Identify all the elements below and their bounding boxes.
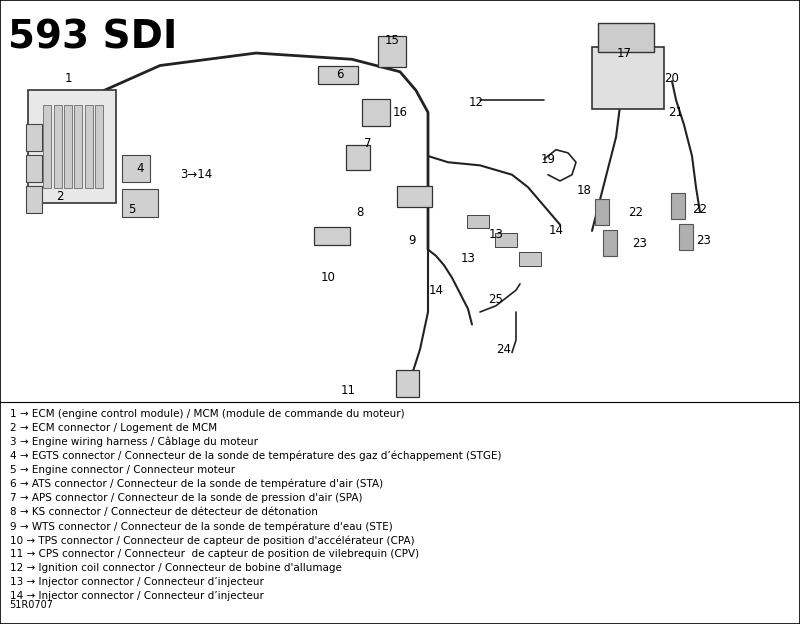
Text: 23: 23 — [697, 234, 711, 246]
Text: 24: 24 — [497, 343, 511, 356]
Text: 2: 2 — [56, 190, 64, 203]
Text: 11: 11 — [341, 384, 355, 396]
Text: 14 → Injector connector / Connecteur d’injecteur: 14 → Injector connector / Connecteur d’i… — [10, 592, 263, 602]
Text: 3→14: 3→14 — [180, 168, 212, 181]
FancyBboxPatch shape — [595, 199, 609, 225]
Text: 51R0707: 51R0707 — [10, 600, 54, 610]
Text: 7: 7 — [364, 137, 372, 150]
Text: 13: 13 — [461, 253, 475, 265]
Text: 2 → ECM connector / Logement de MCM: 2 → ECM connector / Logement de MCM — [10, 423, 217, 433]
FancyBboxPatch shape — [397, 186, 432, 207]
Text: 5 → Engine connector / Connecteur moteur: 5 → Engine connector / Connecteur moteur — [10, 465, 234, 475]
FancyBboxPatch shape — [396, 370, 419, 397]
Text: 10: 10 — [321, 271, 335, 284]
FancyBboxPatch shape — [598, 23, 654, 52]
Text: 22: 22 — [629, 206, 643, 218]
FancyBboxPatch shape — [122, 189, 158, 217]
Text: 16: 16 — [393, 106, 407, 119]
Text: 6: 6 — [336, 69, 344, 81]
Text: 18: 18 — [577, 184, 591, 197]
FancyBboxPatch shape — [603, 230, 617, 256]
FancyBboxPatch shape — [85, 105, 93, 188]
FancyBboxPatch shape — [43, 105, 51, 188]
FancyBboxPatch shape — [671, 193, 685, 219]
FancyBboxPatch shape — [28, 90, 116, 203]
Text: 14: 14 — [549, 225, 563, 237]
FancyBboxPatch shape — [362, 99, 390, 126]
FancyBboxPatch shape — [519, 252, 541, 266]
Text: 7 → APS connector / Connecteur de la sonde de pression d'air (SPA): 7 → APS connector / Connecteur de la son… — [10, 493, 362, 503]
FancyBboxPatch shape — [467, 215, 489, 228]
Text: 593 SDI: 593 SDI — [8, 19, 178, 57]
Text: 6 → ATS connector / Connecteur de la sonde de température d'air (STA): 6 → ATS connector / Connecteur de la son… — [10, 479, 382, 489]
Text: 13 → Injector connector / Connecteur d’injecteur: 13 → Injector connector / Connecteur d’i… — [10, 577, 263, 587]
Text: 8: 8 — [356, 206, 364, 218]
FancyBboxPatch shape — [26, 155, 42, 182]
Text: 5: 5 — [128, 203, 136, 215]
Text: 3 → Engine wiring harness / Câblage du moteur: 3 → Engine wiring harness / Câblage du m… — [10, 437, 258, 447]
FancyBboxPatch shape — [26, 186, 42, 213]
Text: 17: 17 — [617, 47, 631, 59]
FancyBboxPatch shape — [95, 105, 103, 188]
Text: 11 → CPS connector / Connecteur  de capteur de position de vilebrequin (CPV): 11 → CPS connector / Connecteur de capte… — [10, 549, 418, 559]
Text: 10 → TPS connector / Connecteur de capteur de position d'accélérateur (CPA): 10 → TPS connector / Connecteur de capte… — [10, 535, 414, 545]
Text: 20: 20 — [665, 72, 679, 84]
FancyBboxPatch shape — [592, 47, 664, 109]
FancyBboxPatch shape — [122, 155, 150, 182]
FancyBboxPatch shape — [74, 105, 82, 188]
FancyBboxPatch shape — [346, 145, 370, 170]
FancyBboxPatch shape — [314, 227, 350, 245]
FancyBboxPatch shape — [378, 36, 406, 67]
FancyBboxPatch shape — [679, 224, 693, 250]
Text: 4 → EGTS connector / Connecteur de la sonde de température des gaz d’échappement: 4 → EGTS connector / Connecteur de la so… — [10, 451, 501, 461]
Text: 13: 13 — [489, 228, 503, 240]
Text: 4: 4 — [136, 162, 144, 175]
Text: 14: 14 — [429, 284, 443, 296]
Text: 8 → KS connector / Connecteur de détecteur de détonation: 8 → KS connector / Connecteur de détecte… — [10, 507, 318, 517]
Text: 9 → WTS connector / Connecteur de la sonde de température d'eau (STE): 9 → WTS connector / Connecteur de la son… — [10, 521, 392, 532]
Text: 21: 21 — [669, 106, 683, 119]
Text: 1: 1 — [64, 72, 72, 84]
Text: 19: 19 — [541, 153, 555, 165]
FancyBboxPatch shape — [495, 233, 517, 247]
Text: 12 → Ignition coil connector / Connecteur de bobine d'allumage: 12 → Ignition coil connector / Connecteu… — [10, 563, 342, 573]
FancyBboxPatch shape — [64, 105, 72, 188]
Text: 9: 9 — [408, 234, 416, 246]
FancyBboxPatch shape — [54, 105, 62, 188]
Text: 23: 23 — [633, 237, 647, 250]
Text: 25: 25 — [489, 293, 503, 306]
FancyBboxPatch shape — [26, 124, 42, 151]
Text: 1 → ECM (engine control module) / MCM (module de commande du moteur): 1 → ECM (engine control module) / MCM (m… — [10, 409, 404, 419]
Text: 15: 15 — [385, 34, 399, 47]
FancyBboxPatch shape — [318, 66, 358, 84]
Text: 12: 12 — [469, 97, 483, 109]
Text: 22: 22 — [693, 203, 707, 215]
